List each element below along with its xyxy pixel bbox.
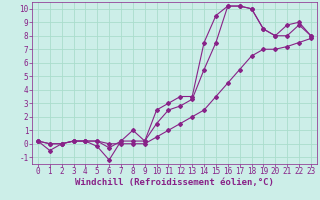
X-axis label: Windchill (Refroidissement éolien,°C): Windchill (Refroidissement éolien,°C) [75, 178, 274, 187]
